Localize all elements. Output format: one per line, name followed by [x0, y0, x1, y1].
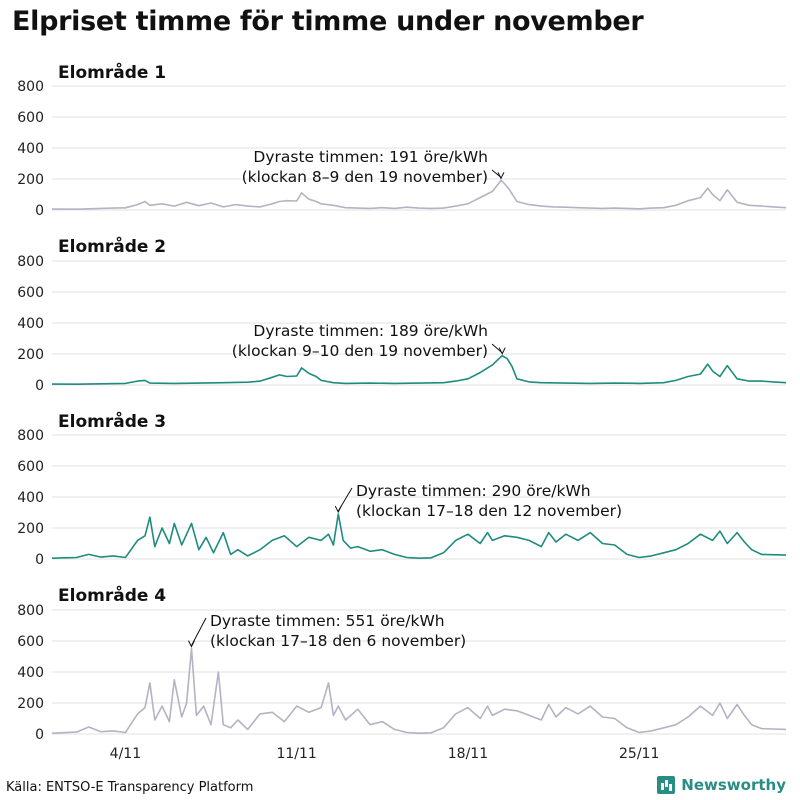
annotation-text: Dyraste timmen: 290 öre/kWh [356, 482, 591, 500]
y-tick-label: 800 [17, 79, 44, 95]
panel-title: Elområde 1 [58, 61, 166, 83]
panel-title: Elområde 4 [58, 584, 166, 606]
annotation-text: (klockan 17–18 den 6 november) [210, 632, 466, 650]
y-tick-label: 600 [17, 110, 44, 126]
annotation-arrowhead [497, 172, 505, 180]
annotation-text: Dyraste timmen: 551 öre/kWh [210, 612, 445, 630]
y-tick-label: 0 [35, 378, 44, 394]
series-line [51, 513, 787, 559]
x-tick-label: 4/11 [110, 746, 141, 762]
y-tick-label: 800 [17, 428, 44, 444]
y-tick-label: 400 [17, 490, 44, 506]
y-tick-label: 0 [35, 552, 44, 568]
x-tick-label: 11/11 [276, 746, 316, 762]
y-tick-label: 400 [17, 665, 44, 681]
y-tick-label: 800 [17, 254, 44, 270]
series-line [51, 647, 787, 734]
annotation-text: (klockan 17–18 den 12 november) [356, 502, 622, 520]
x-tick-label: 25/11 [619, 746, 659, 762]
brand-name: Newsworthy [681, 776, 786, 794]
brand-logo[interactable]: Newsworthy [657, 776, 786, 794]
y-tick-label: 200 [17, 172, 44, 188]
annotation-text: Dyraste timmen: 189 öre/kWh [253, 322, 488, 340]
y-tick-label: 600 [17, 459, 44, 475]
panel-title: Elområde 3 [58, 410, 166, 432]
bar-chart-logo-icon [657, 776, 676, 794]
source-note: Källa: ENTSO-E Transparency Platform [6, 780, 254, 795]
x-tick-label: 18/11 [448, 746, 488, 762]
annotation-text: (klockan 8–9 den 19 november) [242, 168, 488, 186]
annotation-arrowhead [498, 347, 506, 355]
page-title: Elpriset timme för timme under november [12, 6, 644, 37]
annotation-arrowhead [334, 505, 342, 514]
y-tick-label: 400 [17, 316, 44, 332]
y-tick-label: 200 [17, 696, 44, 712]
series-line [51, 179, 787, 210]
annotation-text: Dyraste timmen: 191 öre/kWh [253, 148, 488, 166]
y-tick-label: 0 [35, 203, 44, 219]
y-tick-label: 800 [17, 603, 44, 619]
y-tick-label: 200 [17, 521, 44, 537]
y-tick-label: 600 [17, 634, 44, 650]
series-line [51, 354, 787, 385]
panel-title: Elområde 2 [58, 235, 166, 257]
y-tick-label: 200 [17, 347, 44, 363]
y-tick-label: 0 [35, 727, 44, 743]
y-tick-label: 400 [17, 141, 44, 157]
annotation-text: (klockan 9–10 den 19 november) [232, 342, 488, 360]
y-tick-label: 600 [17, 285, 44, 301]
annotation-arrowhead [188, 640, 195, 648]
